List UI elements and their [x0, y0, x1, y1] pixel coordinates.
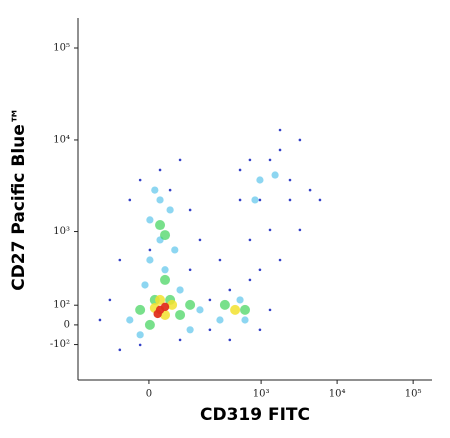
data-point: [167, 299, 178, 310]
data-point: [308, 188, 312, 192]
data-point: [268, 158, 272, 162]
x-tick-label: 10⁴: [329, 389, 346, 400]
data-point: [278, 148, 282, 152]
data-point: [238, 168, 242, 172]
data-point: [188, 208, 192, 212]
y-tick-label: 10³: [53, 226, 70, 237]
data-point: [136, 331, 144, 339]
data-point: [148, 248, 152, 252]
data-point: [151, 186, 159, 194]
data-point: [238, 198, 242, 202]
data-point: [198, 238, 202, 242]
y-tick-label: 10²: [53, 300, 70, 311]
x-tick-label: 10⁵: [405, 389, 422, 400]
data-point: [228, 288, 232, 292]
data-point: [128, 198, 132, 202]
data-point: [298, 138, 302, 142]
data-point: [160, 230, 171, 241]
data-point: [251, 196, 259, 204]
data-point: [278, 128, 282, 132]
data-point: [171, 246, 179, 254]
data-point: [146, 256, 154, 264]
data-point: [168, 188, 172, 192]
x-axis-title: CD319 FITC: [200, 405, 310, 425]
data-point: [268, 228, 272, 232]
data-point: [138, 178, 142, 182]
data-point: [118, 258, 122, 262]
data-point: [216, 316, 224, 324]
data-point: [155, 294, 166, 305]
data-point: [218, 258, 222, 262]
data-point: [98, 318, 102, 322]
data-point: [228, 338, 232, 342]
data-point: [271, 171, 279, 179]
data-point: [256, 176, 264, 184]
data-point: [268, 308, 272, 312]
data-point: [185, 299, 196, 310]
data-point: [186, 326, 194, 334]
data-point: [230, 304, 241, 315]
y-tick-label: 10⁵: [53, 43, 70, 54]
data-point: [248, 278, 252, 282]
data-point: [158, 168, 162, 172]
data-point: [241, 316, 249, 324]
data-point: [138, 343, 142, 347]
data-point: [161, 266, 169, 274]
data-point: [288, 198, 292, 202]
data-point: [258, 268, 262, 272]
data-point: [126, 316, 134, 324]
data-point: [219, 299, 230, 310]
x-tick-label: 0: [146, 389, 152, 400]
data-point: [176, 286, 184, 294]
y-tick-label: 0: [64, 319, 70, 330]
data-point: [258, 198, 262, 202]
data-point: [208, 328, 212, 332]
data-point: [248, 238, 252, 242]
data-point: [208, 298, 212, 302]
data-point: [155, 220, 166, 231]
y-tick-label: 10⁴: [53, 134, 70, 145]
data-point: [196, 306, 204, 314]
data-point: [160, 274, 171, 285]
data-point: [248, 158, 252, 162]
data-point: [298, 228, 302, 232]
data-point: [236, 296, 244, 304]
data-point: [188, 268, 192, 272]
data-point: [240, 304, 251, 315]
data-point: [146, 216, 154, 224]
data-point: [288, 178, 292, 182]
data-point: [178, 338, 182, 342]
y-axis-title: CD27 Pacific Blue™: [9, 107, 29, 291]
data-point: [144, 319, 155, 330]
data-point: [175, 309, 186, 320]
x-tick-label: 10³: [253, 389, 270, 400]
data-point: [278, 258, 282, 262]
data-point: [153, 309, 162, 319]
data-point: [141, 281, 149, 289]
data-point: [108, 298, 112, 302]
data-point: [156, 196, 164, 204]
data-point: [318, 198, 322, 202]
data-point: [178, 158, 182, 162]
y-tick-label: -10²: [50, 339, 70, 350]
data-point: [166, 206, 174, 214]
data-point: [135, 304, 146, 315]
data-point: [118, 348, 122, 352]
data-point: [160, 302, 170, 312]
data-point: [258, 328, 262, 332]
